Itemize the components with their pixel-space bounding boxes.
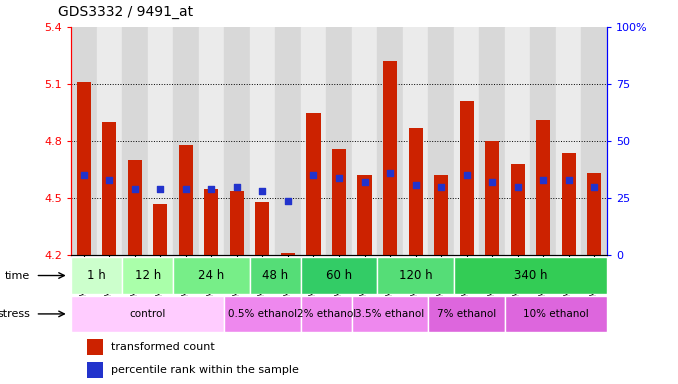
Text: GDS3332 / 9491_at: GDS3332 / 9491_at <box>58 5 193 19</box>
Bar <box>301 257 377 294</box>
Point <box>180 186 191 192</box>
Bar <box>230 190 244 255</box>
Bar <box>148 27 173 255</box>
Bar <box>87 362 103 378</box>
Bar <box>454 27 479 255</box>
Bar <box>122 257 173 294</box>
Text: 2% ethanol: 2% ethanol <box>296 309 356 319</box>
Text: percentile rank within the sample: percentile rank within the sample <box>111 365 299 375</box>
Text: control: control <box>129 309 166 319</box>
Text: 0.5% ethanol: 0.5% ethanol <box>228 309 297 319</box>
Text: 340 h: 340 h <box>513 269 547 282</box>
Bar <box>505 296 607 332</box>
Text: transformed count: transformed count <box>111 342 215 352</box>
Point <box>512 184 523 190</box>
Point <box>589 184 599 190</box>
Bar <box>352 296 428 332</box>
Point <box>104 177 115 183</box>
Bar <box>122 27 148 255</box>
Bar <box>275 27 301 255</box>
Bar <box>301 296 352 332</box>
Text: 48 h: 48 h <box>262 269 288 282</box>
Bar <box>173 27 199 255</box>
Bar <box>97 27 122 255</box>
Point <box>487 179 498 185</box>
Bar <box>306 113 321 255</box>
Bar <box>536 120 550 255</box>
Bar <box>352 27 377 255</box>
Bar <box>102 122 117 255</box>
Bar <box>326 27 352 255</box>
Bar <box>505 27 530 255</box>
Bar <box>128 160 142 255</box>
Point <box>538 177 549 183</box>
Text: 1 h: 1 h <box>87 269 106 282</box>
Bar <box>479 27 505 255</box>
Bar <box>357 175 372 255</box>
Point <box>435 184 446 190</box>
Bar <box>409 128 422 255</box>
Text: 10% ethanol: 10% ethanol <box>523 309 589 319</box>
Text: 120 h: 120 h <box>399 269 433 282</box>
Bar <box>199 27 224 255</box>
Bar <box>256 202 269 255</box>
Bar <box>561 152 576 255</box>
Point <box>461 172 472 179</box>
Bar <box>403 27 428 255</box>
Text: time: time <box>5 270 31 281</box>
Bar <box>77 82 91 255</box>
Point <box>232 184 243 190</box>
Bar <box>71 27 97 255</box>
Point <box>129 186 140 192</box>
Bar <box>587 174 601 255</box>
Bar <box>71 296 224 332</box>
Text: 3.5% ethanol: 3.5% ethanol <box>355 309 424 319</box>
Bar <box>428 296 505 332</box>
Bar <box>281 253 295 255</box>
Bar <box>224 296 301 332</box>
Bar <box>179 145 193 255</box>
Text: 7% ethanol: 7% ethanol <box>437 309 496 319</box>
Bar <box>530 27 556 255</box>
Text: stress: stress <box>0 309 31 319</box>
Point <box>283 197 294 204</box>
Bar <box>377 27 403 255</box>
Point <box>334 175 344 181</box>
Bar <box>332 149 346 255</box>
Bar <box>224 27 250 255</box>
Point <box>206 186 217 192</box>
Point <box>359 179 370 185</box>
Bar <box>87 339 103 355</box>
Bar <box>434 175 448 255</box>
Bar <box>556 27 581 255</box>
Bar <box>377 257 454 294</box>
Bar <box>485 141 499 255</box>
Bar <box>71 257 122 294</box>
Bar <box>454 257 607 294</box>
Bar <box>581 27 607 255</box>
Point <box>79 172 89 179</box>
Text: 60 h: 60 h <box>326 269 352 282</box>
Bar <box>250 257 301 294</box>
Bar <box>153 204 167 255</box>
Bar <box>301 27 326 255</box>
Point <box>155 186 166 192</box>
Bar <box>460 101 473 255</box>
Text: 12 h: 12 h <box>134 269 161 282</box>
Bar <box>428 27 454 255</box>
Bar <box>205 189 218 255</box>
Bar <box>173 257 250 294</box>
Text: 24 h: 24 h <box>199 269 224 282</box>
Point <box>257 188 268 194</box>
Point <box>384 170 395 176</box>
Point <box>410 182 421 188</box>
Point <box>563 177 574 183</box>
Bar <box>250 27 275 255</box>
Point <box>308 172 319 179</box>
Bar <box>511 164 525 255</box>
Bar <box>383 61 397 255</box>
